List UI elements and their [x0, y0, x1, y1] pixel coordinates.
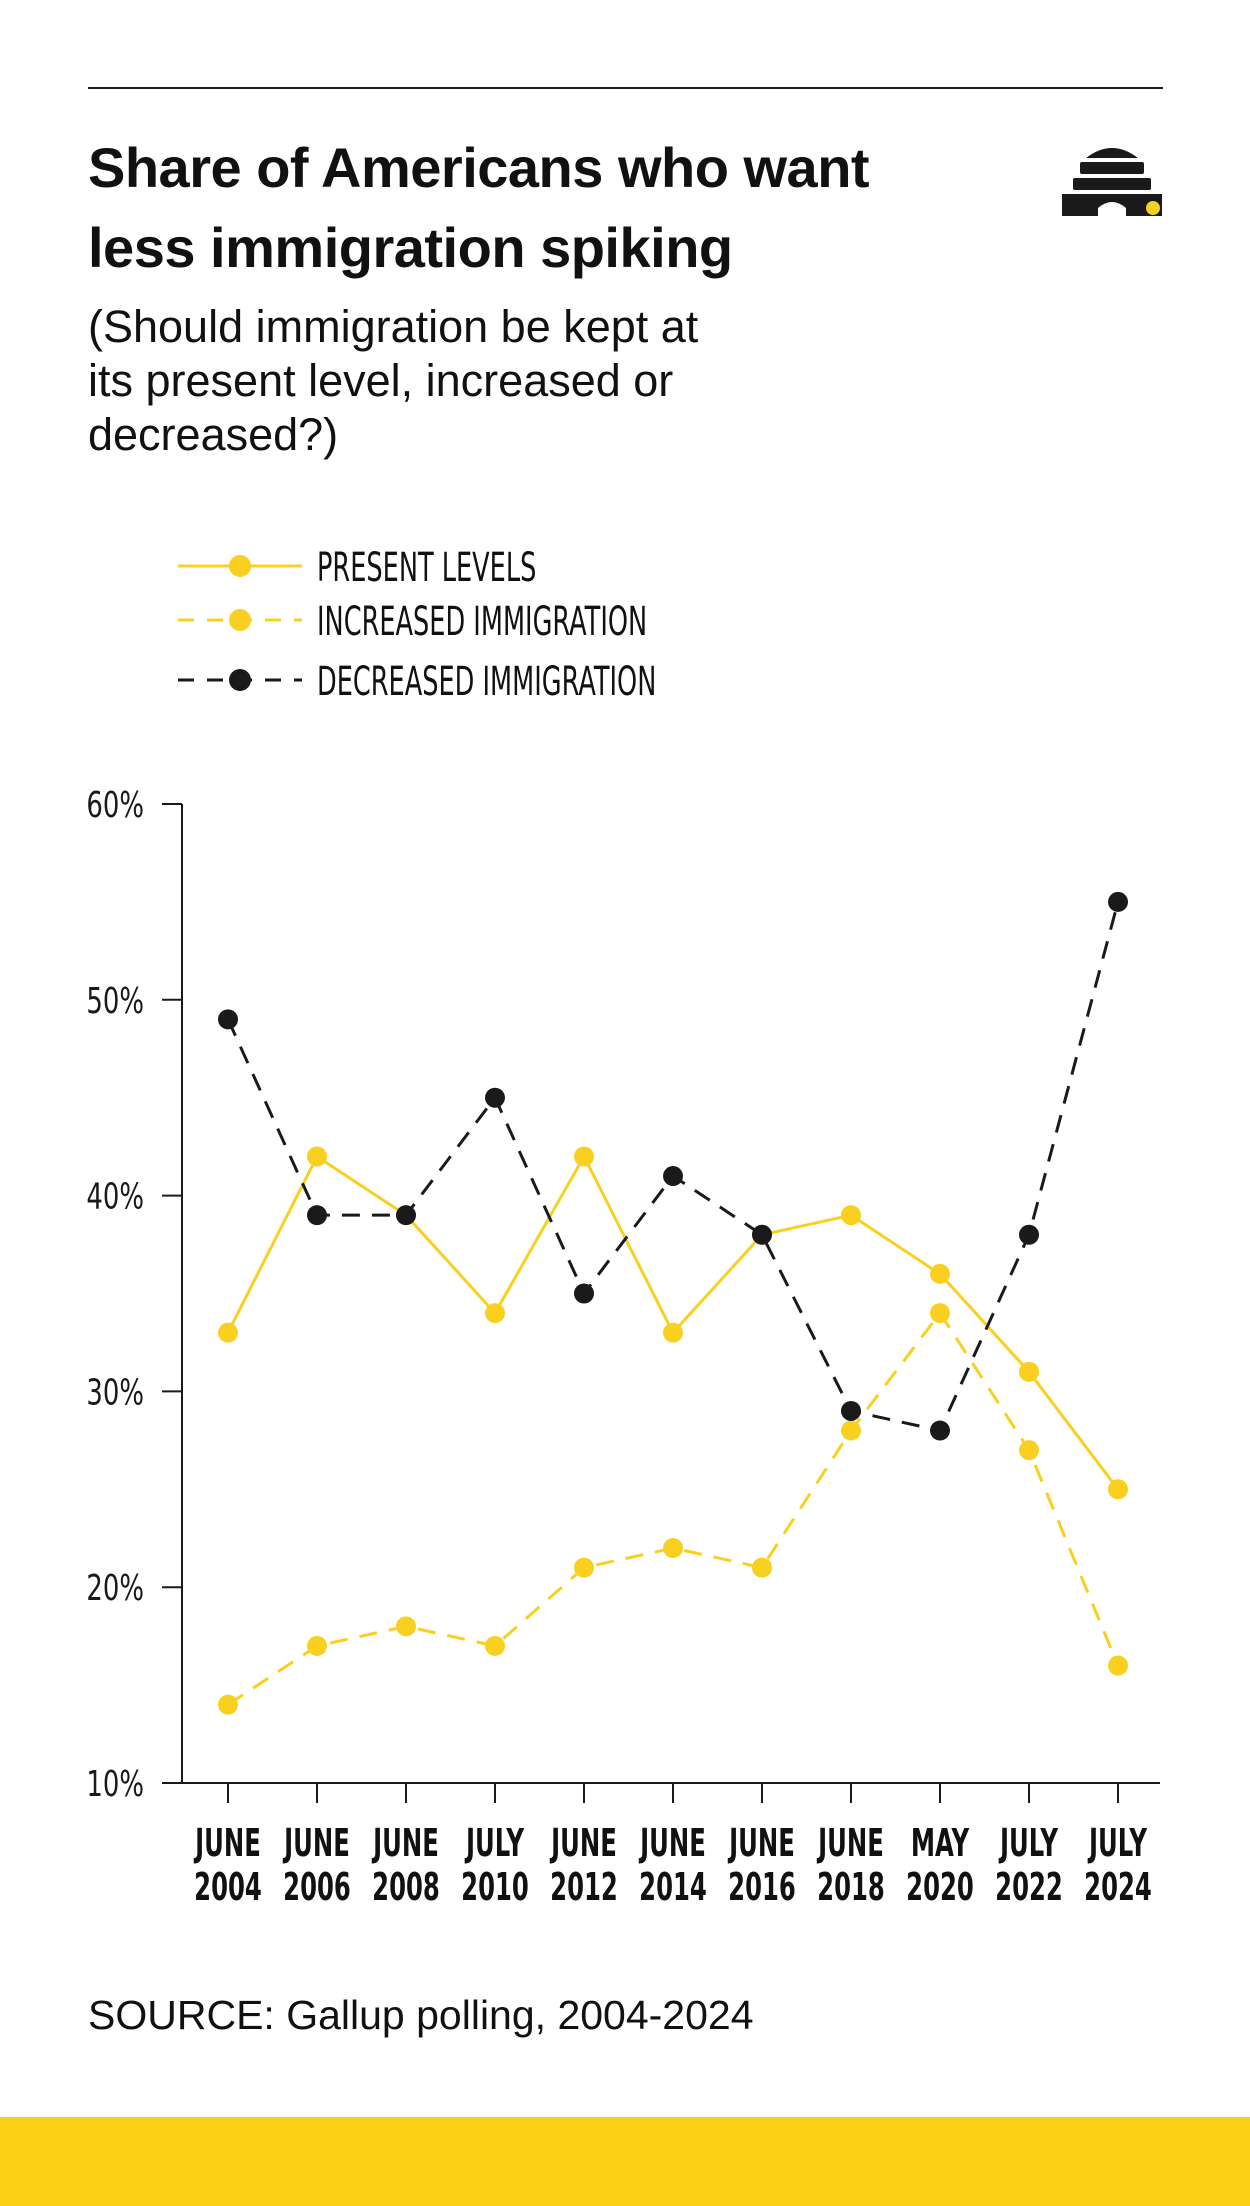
- source-text: Gallup polling, 2004-2024: [286, 1992, 754, 2038]
- y-tick-label: 30%: [86, 1372, 144, 1413]
- data-point-present-levels: [1108, 1479, 1128, 1500]
- x-tick-label-year: 2008: [372, 1864, 440, 1909]
- legend-label: INCREASED IMMIGRATION: [317, 598, 647, 644]
- source-label: SOURCE:: [88, 1992, 275, 2038]
- data-point-present-levels: [663, 1322, 683, 1343]
- legend-marker: [229, 609, 251, 631]
- data-point-increased-immigration: [307, 1635, 327, 1656]
- data-point-decreased-immigration: [1019, 1224, 1039, 1245]
- data-point-decreased-immigration: [574, 1283, 594, 1304]
- x-tick-label-month: JULY: [998, 1820, 1058, 1865]
- data-point-present-levels: [307, 1146, 327, 1167]
- y-tick-label: 20%: [86, 1568, 144, 1609]
- series-line-increased-immigration: [227, 1311, 1120, 1706]
- axes: 10%20%30%40%50%60%JUNE2004JUNE2006JUNE20…: [86, 785, 1160, 1910]
- x-tick-label-month: JUNE: [728, 1820, 795, 1865]
- top-rule: [88, 87, 1163, 89]
- x-tick-label-month: JULY: [1087, 1820, 1147, 1865]
- legend-marker: [229, 669, 251, 691]
- data-point-increased-immigration: [1108, 1655, 1128, 1676]
- x-tick-label-year: 2012: [550, 1864, 618, 1909]
- x-tick-label-year: 2004: [194, 1864, 262, 1909]
- bottom-color-band: [0, 2117, 1250, 2206]
- data-point-decreased-immigration: [485, 1087, 505, 1108]
- subtitle-line-3: decreased?): [88, 409, 339, 460]
- source-note: SOURCE: Gallup polling, 2004-2024: [88, 1990, 754, 2040]
- data-point-increased-immigration: [663, 1538, 683, 1559]
- title-line-2: less immigration spiking: [88, 216, 733, 279]
- x-tick-label-year: 2018: [817, 1864, 885, 1909]
- x-tick-label-year: 2024: [1084, 1864, 1152, 1909]
- data-point-decreased-immigration: [841, 1400, 861, 1421]
- legend-label: PRESENT LEVELS: [317, 544, 536, 590]
- chart-title: Share of Americans who want less immigra…: [88, 128, 988, 288]
- title-line-1: Share of Americans who want: [88, 136, 870, 199]
- data-point-decreased-immigration: [1108, 891, 1128, 912]
- x-tick-label-month: JUNE: [550, 1820, 617, 1865]
- data-point-decreased-immigration: [218, 1009, 238, 1030]
- data-point-decreased-immigration: [307, 1205, 327, 1226]
- series: [218, 891, 1128, 1715]
- data-point-decreased-immigration: [752, 1224, 772, 1245]
- x-tick-label-year: 2010: [461, 1864, 529, 1909]
- x-tick-label-year: 2014: [639, 1864, 707, 1909]
- x-tick-label-month: JUNE: [372, 1820, 439, 1865]
- y-tick-label: 50%: [86, 981, 144, 1022]
- data-point-increased-immigration: [930, 1303, 950, 1324]
- data-point-increased-immigration: [1019, 1440, 1039, 1461]
- data-point-present-levels: [1019, 1361, 1039, 1382]
- x-tick-label-year: 2016: [728, 1864, 796, 1909]
- x-tick-label-month: MAY: [911, 1820, 970, 1865]
- x-tick-label-month: JUNE: [817, 1820, 884, 1865]
- beehive-logo-icon: [1062, 148, 1162, 216]
- legend-label: DECREASED IMMIGRATION: [317, 658, 656, 704]
- subtitle-line-1: (Should immigration be kept at: [88, 301, 699, 352]
- y-tick-label: 60%: [86, 785, 144, 826]
- chart-subtitle: (Should immigration be kept at its prese…: [88, 300, 848, 462]
- x-tick-label-month: JUNE: [639, 1820, 706, 1865]
- data-point-increased-immigration: [396, 1616, 416, 1637]
- data-point-increased-immigration: [752, 1557, 772, 1578]
- data-point-present-levels: [485, 1303, 505, 1324]
- data-point-decreased-immigration: [663, 1166, 683, 1187]
- x-tick-label-year: 2006: [283, 1864, 351, 1909]
- x-tick-label-month: JUNE: [194, 1820, 261, 1865]
- data-point-decreased-immigration: [930, 1420, 950, 1441]
- y-tick-label: 10%: [86, 1764, 144, 1805]
- line-chart: PRESENT LEVELS INCREASED IMMIGRATION DECRE…: [86, 544, 1160, 1910]
- data-point-increased-immigration: [841, 1420, 861, 1441]
- legend-marker: [229, 555, 251, 577]
- data-point-present-levels: [930, 1263, 950, 1284]
- x-tick-label-month: JULY: [464, 1820, 524, 1865]
- data-point-decreased-immigration: [396, 1205, 416, 1226]
- x-tick-label-year: 2022: [995, 1864, 1063, 1909]
- data-point-increased-immigration: [218, 1694, 238, 1715]
- data-point-increased-immigration: [574, 1557, 594, 1578]
- data-point-present-levels: [218, 1322, 238, 1343]
- y-tick-label: 40%: [86, 1176, 144, 1217]
- x-tick-label-month: JUNE: [283, 1820, 350, 1865]
- subtitle-line-2: its present level, increased or: [88, 355, 674, 406]
- legend: PRESENT LEVELS INCREASED IMMIGRATION DECRE…: [178, 544, 656, 705]
- data-point-present-levels: [574, 1146, 594, 1167]
- x-tick-label-year: 2020: [906, 1864, 974, 1909]
- data-point-present-levels: [841, 1205, 861, 1226]
- data-point-increased-immigration: [485, 1635, 505, 1656]
